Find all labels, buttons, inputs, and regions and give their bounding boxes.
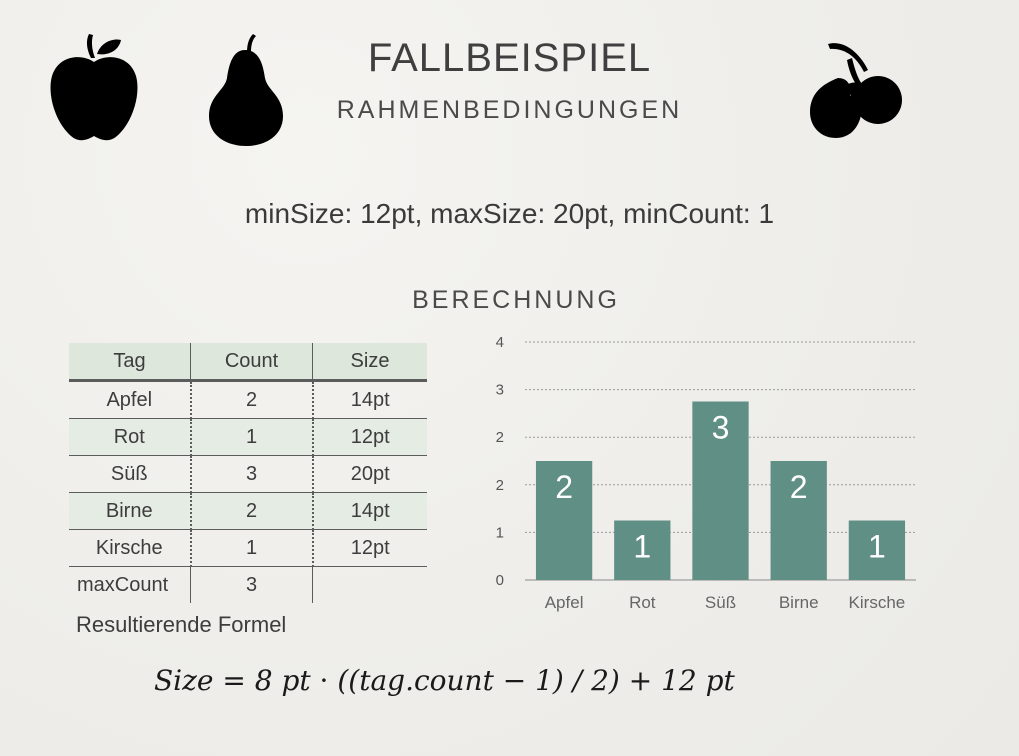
cell-size: 12pt xyxy=(311,418,427,456)
table-row: Apfel 2 14pt xyxy=(69,380,427,419)
cell-tag: Süß xyxy=(69,455,191,493)
formula-dot: · xyxy=(319,664,329,697)
bar-data-label: 3 xyxy=(712,410,730,446)
cell-count: 2 xyxy=(189,380,313,419)
section-title: BERECHNUNG xyxy=(412,286,620,314)
tag-size-table: Tag Count Size Apfel 2 14pt Rot 1 12pt S… xyxy=(69,343,427,603)
x-tick-label: Rot xyxy=(629,593,656,612)
formula-term1: 8 pt xyxy=(254,664,311,697)
page-title: FALLBEISPIEL xyxy=(367,36,652,80)
formula-plus: + xyxy=(628,664,653,697)
cherry-icon xyxy=(808,38,904,140)
table-row: Kirsche 1 12pt xyxy=(69,529,427,567)
size-formula: Size = 8 pt · ((tag.count − 1) / 2) + 12… xyxy=(154,664,735,697)
bar xyxy=(535,461,593,580)
y-tick-label: 4 xyxy=(496,334,504,351)
cell-tag: Rot xyxy=(69,418,191,456)
y-tick-label: 2 xyxy=(496,477,504,494)
footer-max-count: 3 xyxy=(190,566,313,603)
cell-size: 12pt xyxy=(311,529,427,567)
pear-icon xyxy=(205,34,287,148)
column-header-size: Size xyxy=(312,343,427,382)
formula-term2: 12 pt xyxy=(661,664,735,697)
column-header-count: Count xyxy=(190,343,313,382)
cell-count: 1 xyxy=(189,418,313,456)
footer-empty xyxy=(312,566,427,603)
cell-size: 20pt xyxy=(311,455,427,493)
table-header-row: Tag Count Size xyxy=(69,343,427,382)
formula-paren: ((tag.count − 1) / 2) xyxy=(337,664,620,697)
footer-label: maxCount xyxy=(77,573,169,596)
cell-tag: Apfel xyxy=(69,380,191,419)
table-footer-row: maxCount 3 xyxy=(69,566,427,603)
cell-tag: Birne xyxy=(69,492,191,530)
formula-label: Resultierende Formel xyxy=(76,612,287,637)
column-header-tag: Tag xyxy=(69,343,191,382)
bar xyxy=(614,520,671,580)
x-tick-label: Apfel xyxy=(545,593,584,612)
parameters-text: minSize: 12pt, maxSize: 20pt, minCount: … xyxy=(244,198,775,229)
bar xyxy=(692,401,749,580)
cell-tag: Kirsche xyxy=(69,529,191,567)
x-tick-label: Kirsche xyxy=(849,593,906,612)
tag-count-bar-chart: 0 1 2 2 3 4 2 Apfel 1 Rot 3 Süß 2 Birne 1 Kirsche xyxy=(496,334,916,612)
bar-data-label: 2 xyxy=(555,469,573,505)
bar-data-label: 1 xyxy=(633,529,651,565)
x-tick-label: Süß xyxy=(705,593,736,612)
table-row: Rot 1 12pt xyxy=(69,418,427,456)
formula-lhs: Size xyxy=(154,664,214,697)
page-subtitle: RAHMENBEDINGUNGEN xyxy=(336,96,683,124)
cell-size: 14pt xyxy=(311,492,427,530)
y-tick-label: 3 xyxy=(496,382,504,399)
bar-data-label: 1 xyxy=(868,529,886,565)
cell-count: 2 xyxy=(189,492,313,530)
x-tick-label: Birne xyxy=(779,593,819,612)
y-tick-label: 1 xyxy=(496,524,504,541)
y-tick-label: 2 xyxy=(496,429,504,446)
table-row: Süß 3 20pt xyxy=(69,455,427,493)
apple-icon xyxy=(47,32,143,144)
bar xyxy=(770,461,827,580)
bar-data-label: 2 xyxy=(790,469,808,505)
cell-count: 3 xyxy=(189,455,313,493)
cell-count: 1 xyxy=(189,529,313,567)
formula-equals: = xyxy=(222,664,246,697)
bar xyxy=(848,520,906,580)
y-tick-label: 0 xyxy=(496,572,504,589)
cell-size: 14pt xyxy=(311,380,427,419)
table-row: Birne 2 14pt xyxy=(69,492,427,530)
